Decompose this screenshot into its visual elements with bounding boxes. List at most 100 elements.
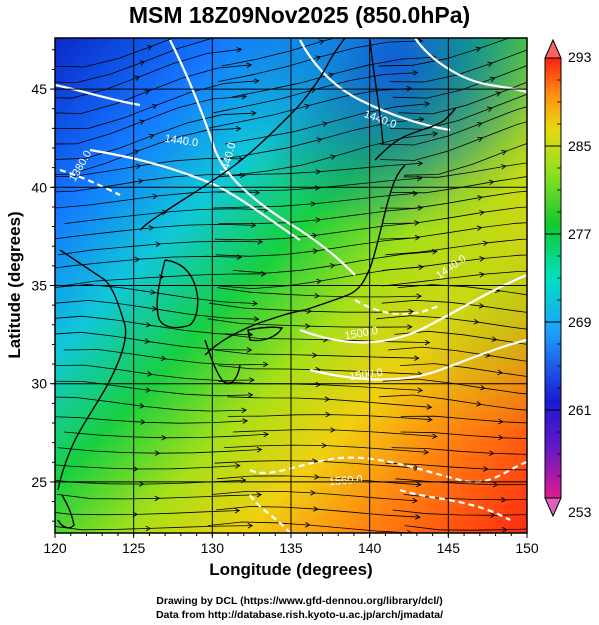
- x-tick-label: 130: [201, 540, 225, 556]
- streamline-arrow: [592, 48, 597, 53]
- streamline-arrow: [135, 163, 142, 170]
- x-tick-label: 120: [43, 540, 67, 556]
- streamline-arrow: [161, 209, 168, 216]
- map-plot-area: 1440.01440.01380.01440.01440.01500.01500…: [54, 17, 599, 534]
- contour-label: 1440.0: [164, 133, 199, 150]
- streamline-arrow: [234, 507, 241, 514]
- coastline-china: [57, 249, 127, 491]
- streamline-arrow: [304, 103, 311, 110]
- streamline-arrow: [256, 492, 263, 498]
- streamline-arrow: [322, 121, 329, 127]
- streamline-arrow: [477, 195, 484, 201]
- streamline-arrow: [482, 240, 489, 247]
- streamline-arrow: [498, 434, 504, 441]
- streamline-arrow: [151, 103, 158, 110]
- streamline-arrow: [249, 377, 255, 383]
- streamline-arrow: [250, 222, 257, 229]
- x-tick-label: 140: [358, 540, 382, 556]
- streamline-arrow: [580, 110, 585, 115]
- streamline-arrow: [477, 136, 484, 143]
- streamline-arrow: [486, 106, 493, 112]
- streamline-arrow: [479, 271, 486, 278]
- colorbar-min-triangle: [544, 497, 562, 518]
- streamline-arrow: [476, 225, 483, 231]
- streamline-arrow: [591, 171, 595, 176]
- streamline-arrow: [594, 348, 599, 353]
- streamline-arrow: [139, 119, 145, 125]
- streamline-arrow: [418, 116, 425, 123]
- coastline-shikoku: [247, 326, 284, 342]
- streamline-arrow: [316, 137, 323, 143]
- streamline-arrow: [251, 110, 257, 116]
- streamline-arrow: [579, 94, 584, 99]
- streamline-arrow: [148, 225, 155, 231]
- streamline-arrow: [145, 525, 152, 532]
- streamline-arrow: [253, 316, 260, 322]
- streamline-arrow: [260, 271, 267, 277]
- streamline-arrow: [249, 17, 254, 22]
- streamline-arrow: [416, 175, 423, 182]
- streamline-arrow: [313, 506, 319, 512]
- colorbar-label: 261: [568, 402, 592, 418]
- contour-line: [354, 299, 441, 316]
- streamline-arrow: [147, 371, 153, 377]
- streamline-arrow: [416, 481, 422, 488]
- streamline-arrow: [591, 450, 596, 455]
- streamline-arrow: [417, 160, 424, 167]
- streamline-arrow: [414, 355, 420, 361]
- contour-line: [169, 39, 356, 276]
- streamline-arrow: [263, 431, 270, 438]
- streamline-arrow: [432, 248, 438, 255]
- streamline-arrow: [304, 522, 311, 528]
- streamline-arrow: [235, 125, 242, 132]
- streamline-arrow: [578, 19, 583, 24]
- streamline-arrow: [145, 321, 152, 328]
- coastline-japan-kyushu: [204, 339, 241, 385]
- streamline-arrow: [488, 450, 495, 457]
- streamline-arrow: [247, 522, 254, 529]
- height-contours: [55, 38, 527, 533]
- streamline-arrow: [588, 363, 592, 368]
- streamline-arrow: [161, 434, 168, 441]
- streamline-arrow: [137, 178, 144, 185]
- x-tick-label: 145: [437, 540, 461, 556]
- credit-data: Data from http://database.rish.kyoto-u.a…: [155, 609, 444, 621]
- x-tick-label: 125: [122, 540, 146, 556]
- streamline-arrow: [501, 496, 507, 503]
- streamline-arrow: [312, 232, 318, 239]
- streamline-arrow: [315, 55, 322, 61]
- streamline-arrow: [418, 264, 425, 271]
- streamline-arrow: [315, 381, 322, 388]
- colorbar-label: 293: [568, 49, 592, 65]
- streamline-arrow: [491, 336, 498, 342]
- streamline-arrow: [412, 190, 419, 197]
- x-axis-label: Longitude (degrees): [209, 560, 372, 579]
- streamline-arrow: [242, 32, 247, 37]
- streamline-arrow: [483, 466, 489, 472]
- coastline-taiwan: [57, 494, 75, 529]
- wind-streamlines: [55, 17, 599, 533]
- streamline-arrow: [476, 122, 483, 128]
- streamline-arrow: [407, 529, 413, 533]
- streamline-arrow: [487, 61, 494, 68]
- contour-label: 1500.0: [349, 367, 384, 384]
- contour-line: [249, 494, 291, 533]
- streamline-arrow: [406, 85, 413, 92]
- streamline-arrow: [580, 187, 584, 192]
- streamline-arrow: [497, 369, 504, 376]
- coastline-sakhalin: [369, 39, 384, 146]
- streamline-arrow: [241, 93, 248, 100]
- y-tick-label: 30: [31, 376, 47, 392]
- streamline-arrow: [145, 387, 152, 393]
- streamline-arrow: [501, 150, 507, 156]
- streamline-arrow: [424, 101, 431, 107]
- streamline-arrow: [585, 465, 590, 470]
- streamline-arrow: [479, 256, 486, 262]
- streamline-arrow: [132, 511, 139, 518]
- streamline-arrow: [154, 450, 161, 456]
- streamline-arrow: [324, 396, 331, 403]
- streamline-arrow: [478, 303, 485, 309]
- streamline-arrow: [592, 509, 597, 514]
- streamline-arrow: [134, 75, 141, 81]
- streamline-arrow: [489, 76, 496, 82]
